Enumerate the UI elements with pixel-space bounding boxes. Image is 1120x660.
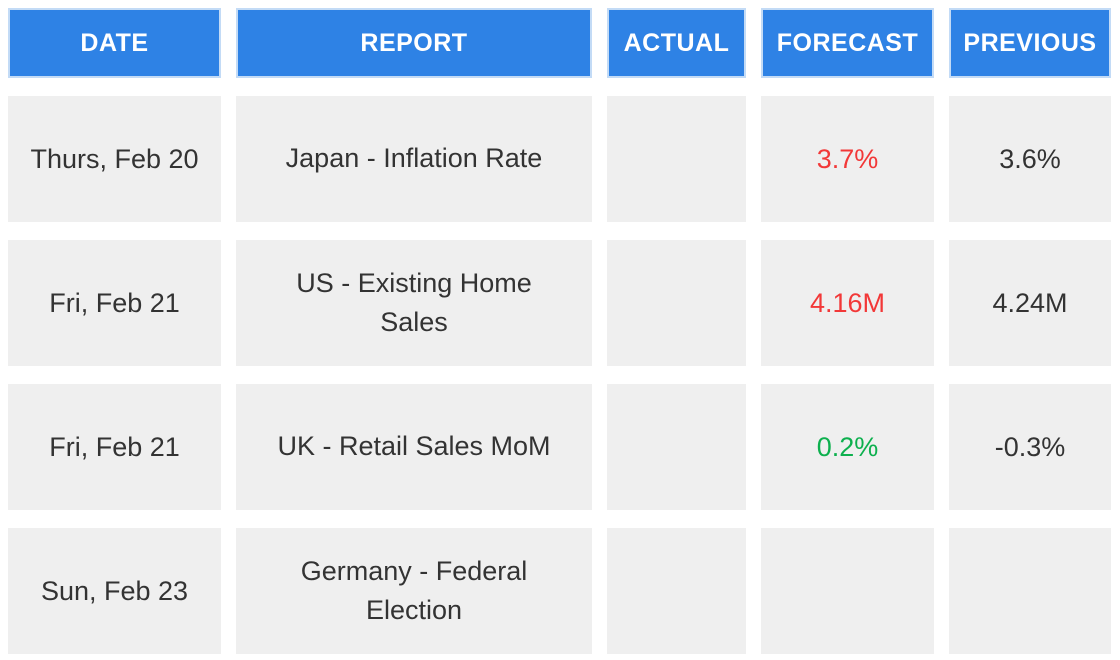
previous-cell: 3.6% [949, 96, 1111, 222]
report-cell: Germany - Federal Election [236, 528, 592, 654]
report-cell: US - Existing Home Sales [236, 240, 592, 366]
previous-cell [949, 528, 1111, 654]
forecast-cell [761, 528, 934, 654]
forecast-cell: 3.7% [761, 96, 934, 222]
column-header-actual: ACTUAL [607, 8, 746, 78]
previous-cell: 4.24M [949, 240, 1111, 366]
date-cell: Sun, Feb 23 [8, 528, 221, 654]
column-header-report: REPORT [236, 8, 592, 78]
actual-cell [607, 384, 746, 510]
actual-cell [607, 240, 746, 366]
actual-cell [607, 528, 746, 654]
date-cell: Fri, Feb 21 [8, 240, 221, 366]
actual-cell [607, 96, 746, 222]
date-cell: Fri, Feb 21 [8, 384, 221, 510]
forecast-cell: 0.2% [761, 384, 934, 510]
column-header-previous: PREVIOUS [949, 8, 1111, 78]
previous-cell: -0.3% [949, 384, 1111, 510]
forecast-cell: 4.16M [761, 240, 934, 366]
report-cell: Japan - Inflation Rate [236, 96, 592, 222]
report-cell: UK - Retail Sales MoM [236, 384, 592, 510]
date-cell: Thurs, Feb 20 [8, 96, 221, 222]
column-header-date: DATE [8, 8, 221, 78]
column-header-forecast: FORECAST [761, 8, 934, 78]
